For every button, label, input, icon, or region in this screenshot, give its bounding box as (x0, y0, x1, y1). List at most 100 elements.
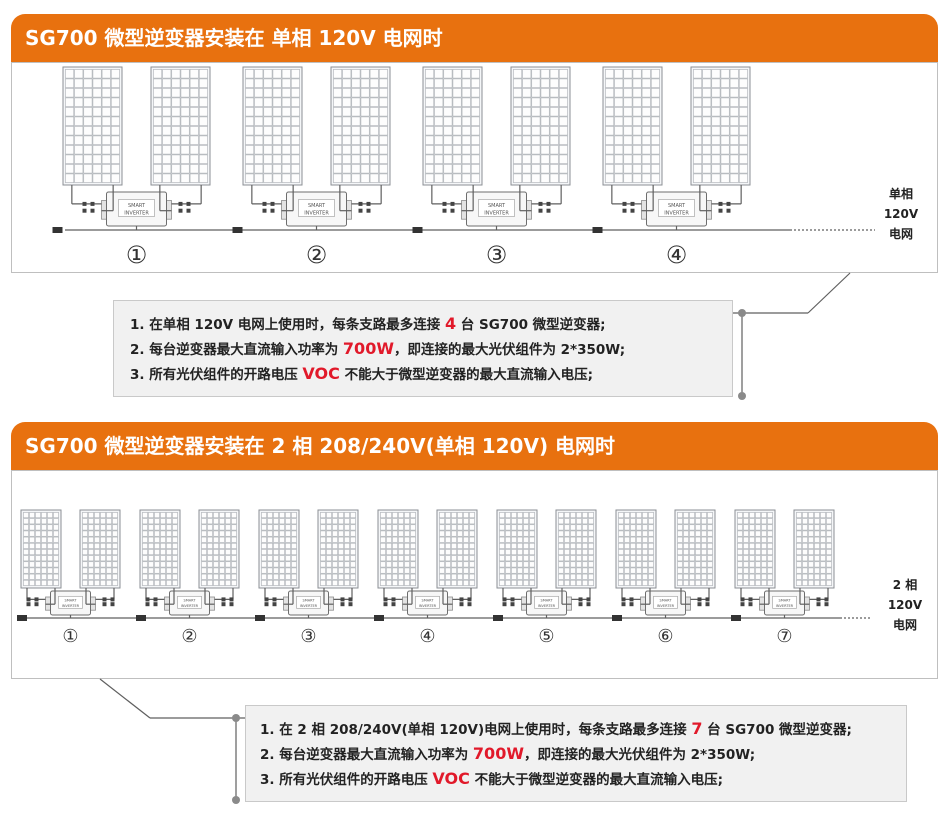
connector (740, 602, 745, 607)
inverter-label: INVERTER (300, 604, 318, 608)
note-line: 2. 每台逆变器最大直流输入功率为 700W，即连接的最大光伏组件为 2*350… (260, 741, 906, 766)
connector (178, 201, 183, 206)
connector (740, 597, 745, 602)
connector (383, 597, 388, 602)
trunk-connector (493, 615, 503, 621)
connector (153, 597, 158, 602)
inverter-label: SMART (303, 599, 316, 603)
connector (510, 602, 515, 607)
connector (90, 208, 95, 213)
connector (510, 597, 515, 602)
connector (546, 201, 551, 206)
connector (578, 597, 583, 602)
connector (459, 597, 464, 602)
connector (705, 602, 710, 607)
solar-panel (330, 66, 391, 186)
solar-panel (793, 509, 835, 589)
note-line: 3. 所有光伏组件的开路电压 VOC 不能大于微型逆变器的最大直流输入电压; (130, 361, 732, 386)
connector (82, 208, 87, 213)
solar-panel (242, 66, 303, 186)
solar-panel (139, 509, 181, 589)
connector (110, 597, 115, 602)
solar-panel (436, 509, 478, 589)
unit-number: ⑥ (657, 626, 673, 647)
unit-number: ① (62, 626, 78, 647)
connector (26, 602, 31, 607)
connector (748, 597, 753, 602)
inverter-label: INVERTER (538, 604, 556, 608)
inverter-label: INVERTER (419, 604, 437, 608)
connector (467, 597, 472, 602)
connector (621, 602, 626, 607)
connector (366, 208, 371, 213)
connector (186, 208, 191, 213)
connector (229, 602, 234, 607)
inverter-label: INVERTER (657, 604, 675, 608)
callout-dot (232, 714, 240, 722)
connector (102, 602, 107, 607)
note-highlight: 700W (342, 339, 394, 358)
note-line: 3. 所有光伏组件的开路电压 VOC 不能大于微型逆变器的最大直流输入电压; (260, 766, 906, 791)
connector (391, 602, 396, 607)
note-text: ，即连接的最大光伏组件为 2*350W; (523, 747, 756, 763)
inverter-label: SMART (668, 203, 686, 209)
connector (816, 597, 821, 602)
unit-number: ② (181, 626, 197, 647)
note-text: 2. 每台逆变器最大直流输入功率为 (130, 342, 343, 358)
solar-panel (602, 66, 663, 186)
unit-number: ② (306, 241, 328, 269)
connector (459, 602, 464, 607)
inverter-label: INVERTER (776, 604, 794, 608)
unit-number: ⑤ (538, 626, 554, 647)
solar-panel (79, 509, 121, 589)
inverter-label: SMART (779, 599, 792, 603)
connector (221, 597, 226, 602)
connector (629, 602, 634, 607)
connector (718, 208, 723, 213)
section2-grid-label: 2 相 120V 电网 (880, 575, 930, 635)
connector (442, 208, 447, 213)
solar-panel (198, 509, 240, 589)
solar-panel (510, 66, 571, 186)
connector (697, 597, 702, 602)
note-line: 1. 在单相 120V 电网上使用时，每条支路最多连接 4 台 SG700 微型… (130, 311, 732, 336)
connector (272, 597, 277, 602)
connector (264, 602, 269, 607)
unit-number: ⑦ (776, 626, 792, 647)
trunk-connector (17, 615, 27, 621)
note-text: 不能大于微型逆变器的最大直流输入电压; (469, 772, 723, 788)
solar-panel (317, 509, 359, 589)
inverter-label: INVERTER (664, 210, 689, 216)
unit-number: ④ (419, 626, 435, 647)
note-highlight: VOC (302, 364, 340, 383)
connector (229, 597, 234, 602)
trunk-connector (136, 615, 146, 621)
connector (358, 208, 363, 213)
solar-panel (20, 509, 62, 589)
note-text: 台 SG700 微型逆变器; (702, 722, 852, 738)
unit-number: ① (126, 241, 148, 269)
grid-label-line: 电网 (892, 618, 917, 632)
section2-title: SG700 微型逆变器安装在 2 相 208/240V(单相 120V) 电网时 (25, 434, 616, 458)
inverter-label: SMART (128, 203, 146, 209)
connector (264, 597, 269, 602)
inverter-label: INVERTER (124, 210, 149, 216)
solar-panel (674, 509, 716, 589)
note-highlight: VOC (432, 769, 470, 788)
inverter-label: INVERTER (62, 604, 80, 608)
connector (34, 602, 39, 607)
connector (467, 602, 472, 607)
trunk-connector (612, 615, 622, 621)
connector (178, 208, 183, 213)
section1-header: SG700 微型逆变器安装在 单相 120V 电网时 (11, 14, 938, 62)
connector (358, 201, 363, 206)
note-line: 1. 在 2 相 208/240V(单相 120V)电网上使用时，每条支路最多连… (260, 716, 906, 741)
note-text: 2. 每台逆变器最大直流输入功率为 (260, 747, 473, 763)
connector (622, 201, 627, 206)
connector (270, 201, 275, 206)
